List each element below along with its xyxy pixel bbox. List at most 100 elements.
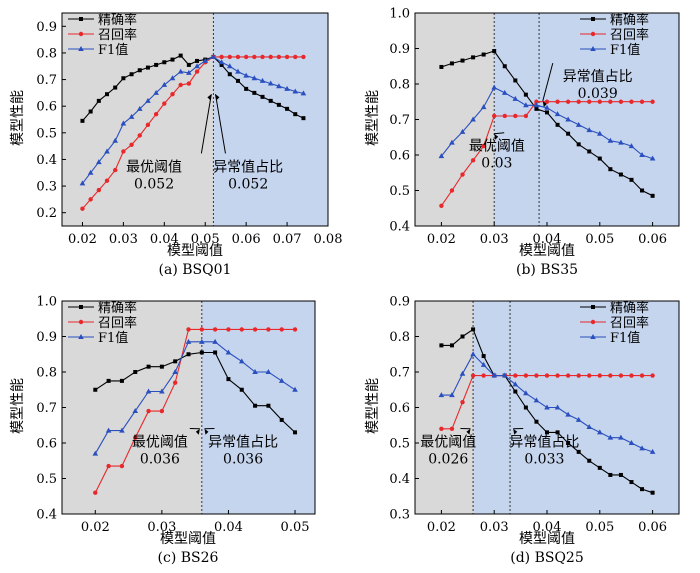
data-point	[598, 466, 602, 470]
data-point	[450, 343, 454, 347]
x-tick-label: 0.02	[81, 520, 110, 535]
data-point	[213, 327, 217, 331]
grey-region	[415, 301, 473, 514]
data-point	[154, 63, 158, 67]
data-point	[545, 373, 549, 377]
data-point	[524, 93, 528, 97]
data-point	[113, 86, 117, 90]
data-point	[277, 55, 281, 59]
data-point	[640, 487, 644, 491]
y-tick-label: 0.6	[389, 149, 410, 164]
data-point	[461, 335, 465, 339]
data-point	[471, 158, 475, 162]
data-point	[629, 100, 633, 104]
data-point	[651, 194, 655, 198]
data-point	[244, 87, 248, 91]
data-point	[97, 99, 101, 103]
y-tick-label: 0.9	[389, 295, 410, 310]
data-point	[439, 204, 443, 208]
legend-marker	[591, 17, 595, 21]
data-point	[534, 420, 538, 424]
data-point	[285, 55, 289, 59]
data-point	[545, 110, 549, 114]
x-tick-label: 0.07	[273, 232, 302, 247]
data-point	[146, 123, 150, 127]
data-point	[93, 388, 97, 392]
legend-marker	[591, 32, 595, 36]
data-point	[460, 172, 464, 176]
x-tick-label: 0.02	[68, 232, 97, 247]
y-tick-label: 0.7	[389, 113, 410, 128]
data-point	[252, 91, 256, 95]
data-point	[170, 92, 174, 96]
data-point	[228, 72, 232, 76]
blue-region	[213, 13, 328, 226]
legend-label: 精确率	[98, 12, 137, 28]
legend-label: 精确率	[610, 12, 649, 28]
data-point	[244, 55, 248, 59]
data-point	[228, 55, 232, 59]
data-point	[556, 123, 560, 127]
data-point	[236, 79, 240, 83]
y-tick-label: 0.9	[389, 42, 410, 57]
data-point	[93, 491, 97, 495]
legend-marker	[591, 320, 595, 324]
data-point	[226, 377, 230, 381]
data-point	[253, 327, 257, 331]
data-point	[179, 54, 183, 58]
data-point	[513, 373, 517, 377]
annotation-value: 0.033	[524, 452, 564, 468]
data-point	[503, 64, 507, 68]
data-point	[121, 76, 125, 80]
data-point	[187, 63, 191, 67]
data-point	[113, 168, 117, 172]
data-point	[107, 379, 111, 383]
data-point	[587, 459, 591, 463]
data-point	[120, 464, 124, 468]
data-point	[439, 343, 443, 347]
data-point	[513, 78, 517, 82]
data-point	[236, 55, 240, 59]
x-tick-label: 0.03	[480, 232, 509, 247]
data-point	[138, 68, 142, 72]
data-point	[187, 352, 191, 356]
data-point	[640, 373, 644, 377]
y-tick-label: 0.8	[389, 78, 410, 93]
y-tick-label: 0.3	[36, 180, 57, 195]
y-tick-label: 0.7	[36, 73, 57, 88]
data-point	[460, 400, 464, 404]
legend-label: F1值	[610, 42, 640, 58]
data-point	[146, 409, 150, 413]
x-axis-label: 模型阈值	[167, 243, 223, 259]
x-tick-label: 0.06	[638, 520, 667, 535]
data-point	[293, 112, 297, 116]
legend-marker	[79, 17, 83, 21]
data-point	[577, 142, 581, 146]
data-point	[650, 373, 654, 377]
data-point	[608, 167, 612, 171]
annotation-label: 最优阈值	[126, 159, 182, 175]
data-point	[160, 365, 164, 369]
data-point	[587, 373, 591, 377]
chart-caption: (c) BS26	[158, 550, 219, 566]
legend-label: 召回率	[98, 27, 137, 43]
data-point	[555, 100, 559, 104]
y-tick-label: 0.8	[36, 46, 57, 61]
data-point	[293, 327, 297, 331]
data-point	[138, 133, 142, 137]
data-point	[226, 327, 230, 331]
data-point	[106, 464, 110, 468]
data-point	[524, 406, 528, 410]
y-tick-label: 0.3	[389, 508, 410, 523]
y-tick-label: 0.4	[36, 153, 57, 168]
data-point	[252, 55, 256, 59]
data-point	[576, 373, 580, 377]
y-tick-label: 0.8	[36, 366, 57, 381]
y-tick-label: 0.5	[389, 184, 410, 199]
annotation-value: 0.036	[223, 452, 263, 468]
x-axis-label: 模型阈值	[519, 531, 575, 547]
x-tick-label: 0.03	[109, 232, 138, 247]
data-point	[608, 373, 612, 377]
data-point	[88, 197, 92, 201]
